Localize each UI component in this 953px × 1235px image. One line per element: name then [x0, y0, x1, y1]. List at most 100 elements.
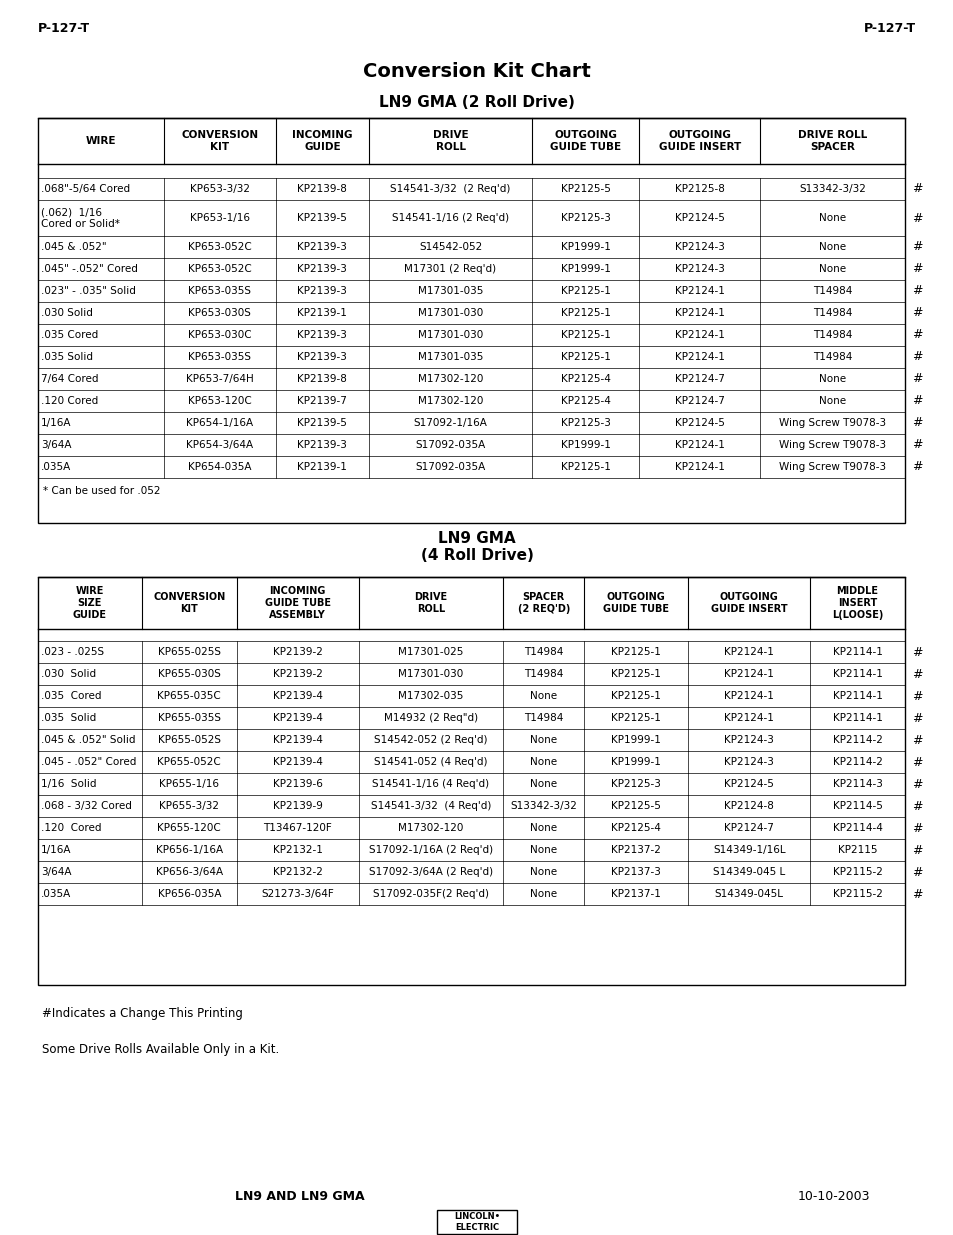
- Text: KP655-035S: KP655-035S: [157, 713, 220, 722]
- Text: KP2124-3: KP2124-3: [723, 757, 773, 767]
- Text: KP2125-8: KP2125-8: [675, 184, 724, 194]
- Text: KP1999-1: KP1999-1: [611, 735, 660, 745]
- Text: 1/16A: 1/16A: [41, 417, 71, 429]
- Text: #: #: [911, 416, 922, 430]
- Text: KP654-1/16A: KP654-1/16A: [186, 417, 253, 429]
- Text: 1/16A: 1/16A: [41, 845, 71, 855]
- Text: 1/16  Solid: 1/16 Solid: [41, 779, 96, 789]
- Text: None: None: [819, 212, 845, 224]
- Text: KP2139-3: KP2139-3: [297, 242, 347, 252]
- Text: KP2139-7: KP2139-7: [297, 396, 347, 406]
- Text: KP2139-2: KP2139-2: [273, 647, 322, 657]
- Text: .035 Cored: .035 Cored: [41, 330, 98, 340]
- Text: KP2125-3: KP2125-3: [611, 779, 660, 789]
- Text: KP2125-3: KP2125-3: [560, 417, 610, 429]
- Text: .035 Solid: .035 Solid: [41, 352, 92, 362]
- Text: S14349-045L: S14349-045L: [714, 889, 782, 899]
- Text: .035  Cored: .035 Cored: [41, 692, 101, 701]
- Text: P-127-T: P-127-T: [38, 22, 90, 35]
- Text: T14984: T14984: [523, 713, 563, 722]
- Text: #: #: [911, 711, 922, 725]
- Text: MIDDLE
INSERT
L(LOOSE): MIDDLE INSERT L(LOOSE): [831, 587, 882, 620]
- Text: .035  Solid: .035 Solid: [41, 713, 96, 722]
- Text: Wing Screw T9078-3: Wing Screw T9078-3: [779, 462, 885, 472]
- Text: KP2124-3: KP2124-3: [675, 264, 724, 274]
- Text: KP2114-5: KP2114-5: [832, 802, 882, 811]
- Text: #: #: [911, 821, 922, 835]
- Text: #Indicates a Change This Printing: #Indicates a Change This Printing: [42, 1007, 243, 1020]
- Text: KP2125-1: KP2125-1: [611, 713, 660, 722]
- Text: (.062)  1/16
Cored or Solid*: (.062) 1/16 Cored or Solid*: [41, 207, 120, 228]
- Text: KP2124-8: KP2124-8: [723, 802, 773, 811]
- Text: S14541-1/16 (4 Req'd): S14541-1/16 (4 Req'd): [372, 779, 489, 789]
- Text: KP2137-2: KP2137-2: [611, 845, 660, 855]
- Text: KP2124-5: KP2124-5: [675, 212, 724, 224]
- Text: S14541-052 (4 Req'd): S14541-052 (4 Req'd): [374, 757, 487, 767]
- Text: .045 & .052": .045 & .052": [41, 242, 107, 252]
- Text: KP653-030S: KP653-030S: [188, 308, 251, 317]
- Text: LN9 AND LN9 GMA: LN9 AND LN9 GMA: [235, 1191, 364, 1203]
- Text: 7/64 Cored: 7/64 Cored: [41, 374, 98, 384]
- Text: KP2125-1: KP2125-1: [560, 308, 610, 317]
- Text: KP2125-1: KP2125-1: [560, 287, 610, 296]
- Text: KP2137-1: KP2137-1: [611, 889, 660, 899]
- Text: S14541-1/16 (2 Req'd): S14541-1/16 (2 Req'd): [392, 212, 509, 224]
- Text: KP1999-1: KP1999-1: [560, 264, 610, 274]
- Text: LINCOLN•
ELECTRIC: LINCOLN• ELECTRIC: [454, 1213, 499, 1231]
- Text: KP655-1/16: KP655-1/16: [159, 779, 219, 789]
- Text: KP2114-4: KP2114-4: [832, 823, 882, 832]
- Text: .120  Cored: .120 Cored: [41, 823, 101, 832]
- Text: KP2139-2: KP2139-2: [273, 669, 322, 679]
- Text: KP653-052C: KP653-052C: [188, 242, 252, 252]
- Text: .045 - .052" Cored: .045 - .052" Cored: [41, 757, 136, 767]
- Text: S14541-3/32  (4 Req'd): S14541-3/32 (4 Req'd): [371, 802, 491, 811]
- Text: KP654-035A: KP654-035A: [188, 462, 252, 472]
- Text: DRIVE
ROLL: DRIVE ROLL: [414, 593, 447, 614]
- Text: KP655-025S: KP655-025S: [157, 647, 220, 657]
- Text: None: None: [530, 735, 557, 745]
- Text: #: #: [911, 438, 922, 452]
- Text: #: #: [911, 263, 922, 275]
- Text: KP653-3/32: KP653-3/32: [190, 184, 250, 194]
- Text: KP1999-1: KP1999-1: [611, 757, 660, 767]
- Text: S13342-3/32: S13342-3/32: [799, 184, 865, 194]
- Text: #: #: [911, 734, 922, 746]
- Text: WIRE: WIRE: [86, 136, 116, 146]
- Text: M17301-030: M17301-030: [417, 308, 482, 317]
- Bar: [38, 119, 904, 522]
- Text: KP2114-1: KP2114-1: [832, 669, 882, 679]
- Text: KP2137-3: KP2137-3: [611, 867, 660, 877]
- Text: T14984: T14984: [812, 287, 852, 296]
- Text: KP2139-1: KP2139-1: [297, 308, 347, 317]
- Text: KP655-3/32: KP655-3/32: [159, 802, 219, 811]
- Text: S17092-1/16A (2 Req'd): S17092-1/16A (2 Req'd): [369, 845, 493, 855]
- Text: None: None: [819, 242, 845, 252]
- Text: .030  Solid: .030 Solid: [41, 669, 96, 679]
- Text: .045 & .052" Solid: .045 & .052" Solid: [41, 735, 135, 745]
- Text: KP2115-2: KP2115-2: [832, 867, 882, 877]
- Text: KP2132-1: KP2132-1: [273, 845, 322, 855]
- Text: S17092-035F(2 Req'd): S17092-035F(2 Req'd): [373, 889, 488, 899]
- Text: * Can be used for .052: * Can be used for .052: [43, 487, 160, 496]
- Text: 3/64A: 3/64A: [41, 440, 71, 450]
- Text: KP2125-1: KP2125-1: [611, 669, 660, 679]
- Text: M17302-120: M17302-120: [417, 396, 483, 406]
- Text: KP2114-2: KP2114-2: [832, 735, 882, 745]
- Text: KP2115: KP2115: [837, 845, 877, 855]
- Text: S21273-3/64F: S21273-3/64F: [261, 889, 334, 899]
- Text: KP653-030C: KP653-030C: [188, 330, 252, 340]
- Text: KP2114-3: KP2114-3: [832, 779, 882, 789]
- Text: KP655-052C: KP655-052C: [157, 757, 221, 767]
- Text: KP2125-1: KP2125-1: [560, 352, 610, 362]
- Text: CONVERSION
KIT: CONVERSION KIT: [181, 130, 258, 152]
- Text: KP653-052C: KP653-052C: [188, 264, 252, 274]
- Text: T14984: T14984: [523, 669, 563, 679]
- Text: .030 Solid: .030 Solid: [41, 308, 92, 317]
- Text: Some Drive Rolls Available Only in a Kit.: Some Drive Rolls Available Only in a Kit…: [42, 1044, 279, 1056]
- Text: M17301-030: M17301-030: [417, 330, 482, 340]
- Text: KP2125-1: KP2125-1: [611, 647, 660, 657]
- Bar: [436, 1210, 517, 1234]
- Text: KP2124-5: KP2124-5: [723, 779, 773, 789]
- Text: KP2125-4: KP2125-4: [560, 396, 610, 406]
- Text: KP2124-1: KP2124-1: [723, 669, 773, 679]
